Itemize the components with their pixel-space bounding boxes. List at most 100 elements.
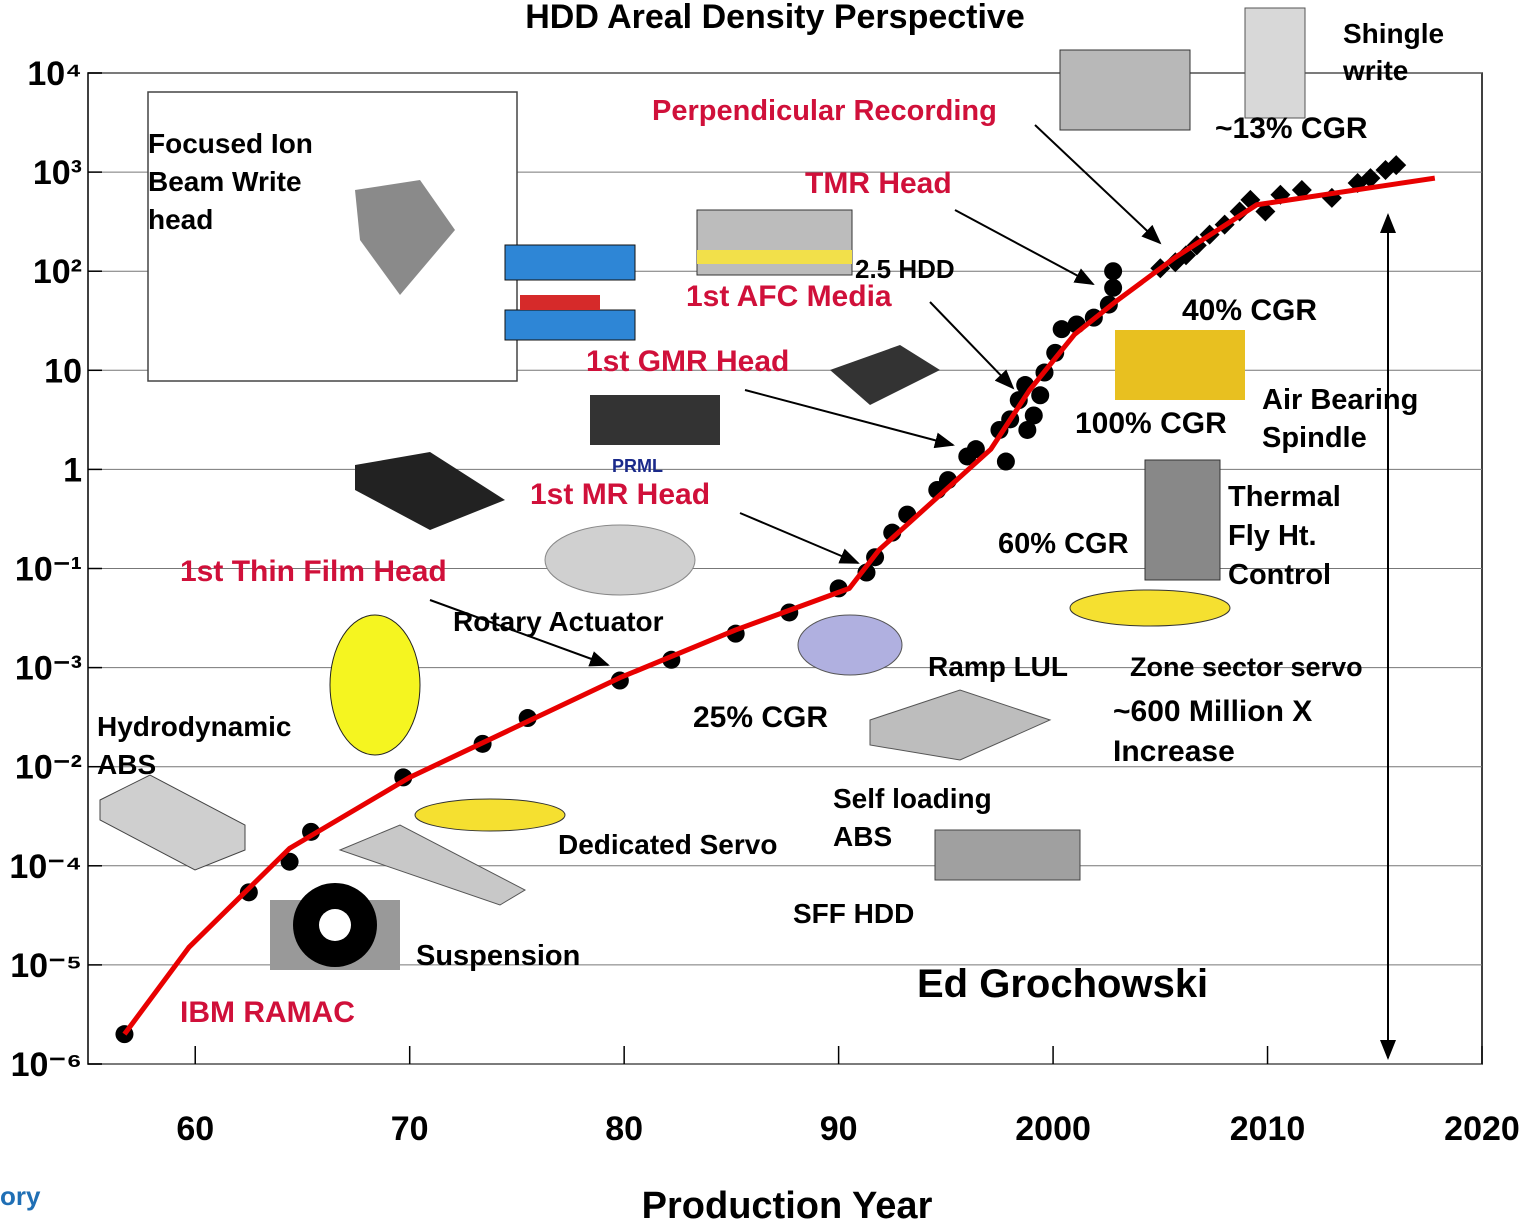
annotation: Shingle bbox=[1343, 18, 1444, 49]
y-tick-label: 10⁻² bbox=[15, 749, 82, 787]
thin-film-coil bbox=[329, 614, 421, 756]
rotary-disk bbox=[544, 524, 696, 596]
x-tick-label: 2000 bbox=[1015, 1110, 1091, 1148]
data-point bbox=[1031, 386, 1050, 405]
data-point bbox=[1104, 262, 1123, 281]
annotation: 100% CGR bbox=[1075, 407, 1227, 440]
annotation: 25% CGR bbox=[693, 701, 828, 734]
x-tick-label: 2010 bbox=[1230, 1110, 1306, 1148]
annotation: TMR Head bbox=[805, 167, 952, 200]
suspension bbox=[338, 824, 527, 906]
annotation: ~600 Million X bbox=[1113, 695, 1312, 728]
annotation: ABS bbox=[97, 749, 156, 780]
annotation: Thermal bbox=[1228, 481, 1341, 513]
y-tick-label: 10 bbox=[44, 352, 82, 390]
chart-title: HDD Areal Density Perspective bbox=[525, 0, 1025, 36]
annotation: Air Bearing bbox=[1262, 384, 1418, 416]
y-tick-label: 10² bbox=[33, 253, 82, 291]
lul-disk bbox=[797, 614, 903, 676]
annotation: ~13% CGR bbox=[1215, 112, 1368, 145]
annotation: 1st MR Head bbox=[530, 478, 710, 511]
data-point bbox=[1104, 278, 1123, 297]
shingle bbox=[1244, 7, 1306, 119]
mr-head bbox=[355, 452, 505, 530]
afc-media bbox=[696, 209, 853, 276]
annotation: Dedicated Servo bbox=[558, 829, 777, 860]
annotation: head bbox=[148, 204, 213, 235]
data-point bbox=[1176, 245, 1197, 266]
annotation: Fly Ht. bbox=[1228, 520, 1317, 552]
y-tick-label: 10⁻¹ bbox=[15, 551, 82, 589]
x-axis-label: Production Year bbox=[642, 1185, 933, 1225]
y-tick-label: 10⁻⁵ bbox=[10, 947, 82, 985]
annotation: 40% CGR bbox=[1182, 294, 1317, 327]
annotation: Spindle bbox=[1262, 422, 1367, 454]
annotation: Ed Grochowski bbox=[917, 962, 1208, 1006]
head-top bbox=[504, 244, 636, 281]
tfc bbox=[1144, 459, 1221, 581]
annotation: ABS bbox=[833, 821, 892, 852]
x-tick-label: 60 bbox=[176, 1110, 214, 1148]
head-bottom bbox=[504, 309, 636, 341]
abs-slider bbox=[99, 774, 246, 871]
x-tick-label: 90 bbox=[820, 1110, 858, 1148]
arrow bbox=[929, 301, 1015, 390]
annotation: Zone sector servo bbox=[1130, 652, 1363, 682]
arrow bbox=[744, 389, 955, 449]
data-point bbox=[1024, 406, 1043, 425]
annotation: 1st Thin Film Head bbox=[180, 555, 447, 588]
arrow bbox=[739, 512, 860, 564]
annotation: Beam Write bbox=[148, 166, 302, 197]
annotation: 2.5 HDD bbox=[855, 254, 955, 284]
ramac-hole bbox=[319, 909, 351, 941]
x-tick-label: 80 bbox=[605, 1110, 643, 1148]
annotation: Control bbox=[1228, 559, 1331, 591]
y-tick-label: 10⁻⁶ bbox=[11, 1046, 82, 1084]
self-loading bbox=[869, 689, 1052, 761]
annotation: Perpendicular Recording bbox=[652, 95, 997, 127]
data-point bbox=[239, 883, 258, 902]
trend-line bbox=[122, 175, 1436, 1036]
annotation: Increase bbox=[1113, 735, 1235, 768]
y-tick-label: 10⁴ bbox=[27, 55, 82, 93]
annotation: Ramp LUL bbox=[928, 651, 1068, 682]
annotation: Rotary Actuator bbox=[453, 606, 664, 637]
servo-disk bbox=[414, 798, 566, 832]
data-point bbox=[996, 452, 1015, 471]
data-point bbox=[1018, 420, 1037, 439]
annotation: 60% CGR bbox=[998, 528, 1129, 560]
sff-hdd bbox=[934, 829, 1081, 881]
inset-box bbox=[147, 91, 518, 382]
prml-chip bbox=[590, 395, 720, 445]
data-point bbox=[280, 852, 299, 871]
y-tick-label: 10⁻³ bbox=[15, 650, 82, 688]
annotation: Hydrodynamic bbox=[97, 711, 292, 742]
arrow bbox=[1034, 124, 1162, 245]
data-point bbox=[1386, 155, 1407, 176]
data-point bbox=[1046, 343, 1065, 362]
spindle bbox=[1115, 330, 1245, 400]
annotation: Self loading bbox=[833, 783, 992, 814]
data-point bbox=[1360, 168, 1381, 189]
y-tick-label: 10³ bbox=[33, 154, 82, 192]
afc-layer bbox=[697, 250, 852, 264]
annotation: Focused Ion bbox=[148, 128, 313, 159]
head-sensor bbox=[520, 295, 600, 310]
zone-disk bbox=[1069, 589, 1231, 627]
annotation: SFF HDD bbox=[793, 898, 914, 929]
annotation: write bbox=[1342, 55, 1408, 86]
y-tick-label: 1 bbox=[63, 451, 82, 489]
x-tick-label: 70 bbox=[391, 1110, 429, 1148]
annotation: Suspension bbox=[416, 940, 580, 972]
fib-head bbox=[355, 180, 455, 295]
annotation: PRML bbox=[612, 456, 663, 476]
hdd-25 bbox=[830, 345, 940, 405]
annotation: 1st AFC Media bbox=[686, 280, 892, 313]
x-tick-label: 2020 bbox=[1444, 1110, 1520, 1148]
illustrations bbox=[99, 7, 1306, 970]
arrows bbox=[429, 124, 1396, 1060]
data-point bbox=[966, 440, 985, 459]
arrow bbox=[954, 209, 1095, 285]
annotation: IBM RAMAC bbox=[180, 996, 355, 1029]
